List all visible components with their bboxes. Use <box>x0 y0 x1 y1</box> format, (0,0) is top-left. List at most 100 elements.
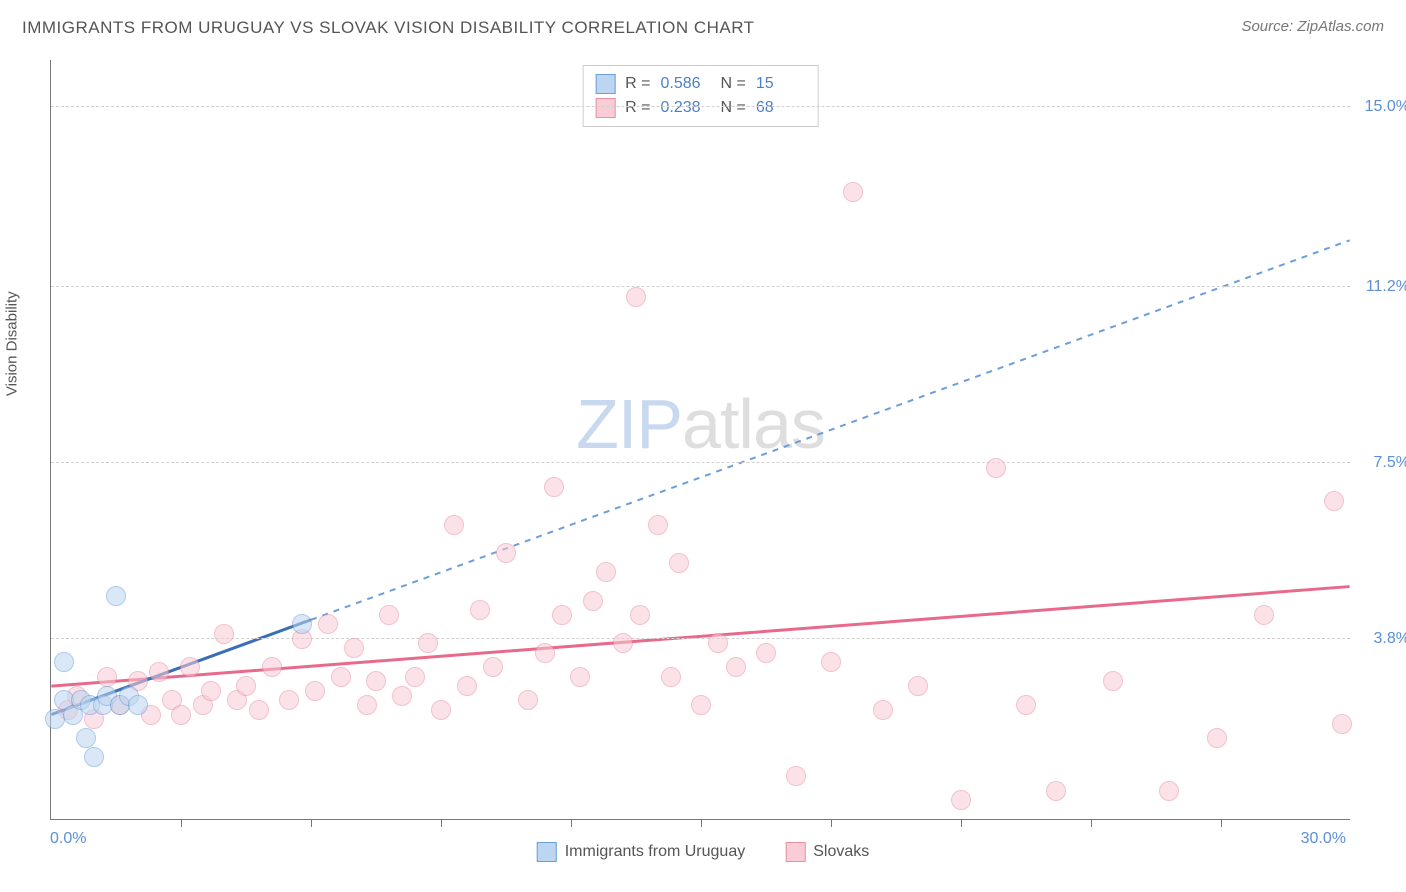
scatter-point-series2 <box>331 667 351 687</box>
x-tick <box>831 819 832 827</box>
x-tick <box>181 819 182 827</box>
scatter-point-series2 <box>431 700 451 720</box>
x-min-label: 0.0% <box>50 830 86 848</box>
scatter-point-series2 <box>756 643 776 663</box>
scatter-point-series2 <box>262 657 282 677</box>
scatter-point-series2 <box>661 667 681 687</box>
scatter-point-series2 <box>596 562 616 582</box>
scatter-point-series2 <box>583 591 603 611</box>
x-tick <box>1091 819 1092 827</box>
x-tick <box>701 819 702 827</box>
plot-area: ZIPatlas R = 0.586 N = 15 R = 0.238 N = … <box>50 60 1350 820</box>
legend-item-2: Slovaks <box>785 842 869 862</box>
scatter-point-series2 <box>392 686 412 706</box>
scatter-point-series2 <box>470 600 490 620</box>
scatter-point-series2 <box>379 605 399 625</box>
gridline <box>51 286 1350 287</box>
legend-item-1: Immigrants from Uruguay <box>537 842 746 862</box>
stats-legend: R = 0.586 N = 15 R = 0.238 N = 68 <box>582 65 819 127</box>
x-tick <box>311 819 312 827</box>
scatter-point-series2 <box>669 553 689 573</box>
swatch-series1-icon <box>537 842 557 862</box>
y-tick-label: 11.2% <box>1366 278 1406 296</box>
scatter-point-series2 <box>648 515 668 535</box>
scatter-point-series2 <box>873 700 893 720</box>
scatter-point-series2 <box>1016 695 1036 715</box>
x-tick <box>1221 819 1222 827</box>
scatter-point-series2 <box>496 543 516 563</box>
x-max-label: 30.0% <box>1301 830 1346 848</box>
x-tick <box>571 819 572 827</box>
swatch-series2-icon <box>785 842 805 862</box>
gridline <box>51 638 1350 639</box>
scatter-point-series2 <box>1324 491 1344 511</box>
gridline <box>51 462 1350 463</box>
scatter-point-series2 <box>821 652 841 672</box>
scatter-point-series2 <box>908 676 928 696</box>
scatter-point-series2 <box>457 676 477 696</box>
watermark-atlas: atlas <box>682 385 825 463</box>
scatter-point-series2 <box>630 605 650 625</box>
scatter-point-series2 <box>344 638 364 658</box>
source-label: Source: ZipAtlas.com <box>1241 18 1384 35</box>
legend-label: Slovaks <box>813 843 869 861</box>
scatter-point-series2 <box>626 287 646 307</box>
scatter-point-series2 <box>544 477 564 497</box>
scatter-point-series2 <box>405 667 425 687</box>
n-value: 15 <box>756 72 806 96</box>
r-label: R = <box>625 96 650 120</box>
scatter-point-series2 <box>843 182 863 202</box>
r-value: 0.238 <box>661 96 711 120</box>
scatter-point-series2 <box>708 633 728 653</box>
r-label: R = <box>625 72 650 96</box>
x-tick <box>961 819 962 827</box>
n-label: N = <box>721 72 746 96</box>
scatter-point-series1 <box>128 695 148 715</box>
stats-row-1: R = 0.586 N = 15 <box>595 72 806 96</box>
scatter-point-series1 <box>292 614 312 634</box>
scatter-point-series2 <box>249 700 269 720</box>
scatter-point-series2 <box>357 695 377 715</box>
scatter-point-series1 <box>76 728 96 748</box>
scatter-point-series2 <box>726 657 746 677</box>
scatter-point-series2 <box>180 657 200 677</box>
scatter-point-series2 <box>786 766 806 786</box>
scatter-point-series2 <box>201 681 221 701</box>
scatter-point-series2 <box>236 676 256 696</box>
scatter-point-series2 <box>691 695 711 715</box>
scatter-point-series2 <box>279 690 299 710</box>
scatter-point-series2 <box>305 681 325 701</box>
scatter-point-series2 <box>1046 781 1066 801</box>
scatter-point-series2 <box>418 633 438 653</box>
scatter-point-series2 <box>951 790 971 810</box>
scatter-point-series2 <box>518 690 538 710</box>
scatter-point-series2 <box>1159 781 1179 801</box>
stats-row-2: R = 0.238 N = 68 <box>595 96 806 120</box>
scatter-point-series2 <box>444 515 464 535</box>
gridline <box>51 106 1350 107</box>
y-axis-title: Vision Disability <box>4 291 21 396</box>
legend-label: Immigrants from Uruguay <box>565 843 746 861</box>
chart-container: IMMIGRANTS FROM URUGUAY VS SLOVAK VISION… <box>0 0 1406 892</box>
watermark: ZIPatlas <box>576 384 825 464</box>
n-label: N = <box>721 96 746 120</box>
x-tick <box>441 819 442 827</box>
r-value: 0.586 <box>661 72 711 96</box>
swatch-series1-icon <box>595 74 615 94</box>
scatter-point-series2 <box>171 705 191 725</box>
bottom-legend: Immigrants from Uruguay Slovaks <box>537 842 870 862</box>
scatter-point-series2 <box>483 657 503 677</box>
scatter-point-series2 <box>570 667 590 687</box>
scatter-point-series1 <box>84 747 104 767</box>
n-value: 68 <box>756 96 806 120</box>
scatter-point-series2 <box>1332 714 1352 734</box>
scatter-point-series1 <box>106 586 126 606</box>
scatter-point-series2 <box>613 633 633 653</box>
scatter-point-series1 <box>54 652 74 672</box>
watermark-zip: ZIP <box>576 385 682 463</box>
scatter-point-series2 <box>986 458 1006 478</box>
swatch-series2-icon <box>595 98 615 118</box>
scatter-point-series2 <box>1207 728 1227 748</box>
scatter-point-series2 <box>97 667 117 687</box>
chart-title: IMMIGRANTS FROM URUGUAY VS SLOVAK VISION… <box>22 18 755 38</box>
